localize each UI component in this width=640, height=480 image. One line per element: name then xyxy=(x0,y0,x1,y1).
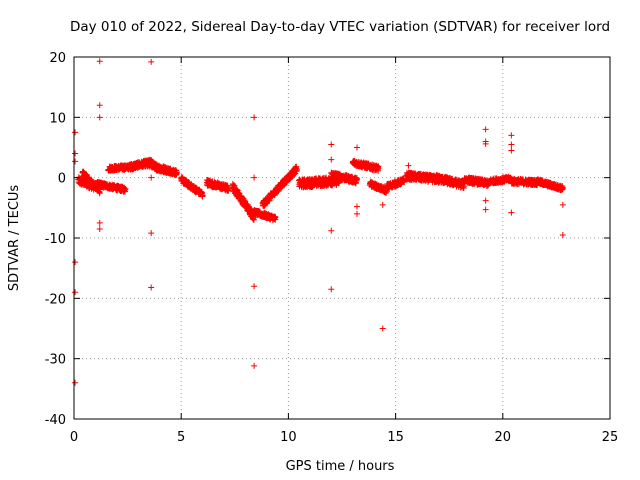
outlier-point xyxy=(328,286,335,293)
outlier-point xyxy=(72,129,79,136)
outlier-point xyxy=(328,227,335,234)
data-point xyxy=(354,176,361,183)
data-point xyxy=(122,185,129,192)
outlier-point xyxy=(379,201,386,208)
outlier-point xyxy=(251,283,258,290)
outlier-point xyxy=(96,219,103,226)
axis-ticks xyxy=(73,56,611,420)
x-tick-label: 5 xyxy=(177,430,185,445)
outlier-point xyxy=(251,114,258,121)
x-tick-label: 20 xyxy=(495,430,512,445)
outlier-point xyxy=(508,132,515,139)
y-tick-label: 10 xyxy=(49,111,66,126)
tick-labels: 0 5 10 15 20 25 -40 -30 -20 -10 0 10 20 xyxy=(45,51,619,445)
outlier-point xyxy=(72,158,79,165)
y-tick-label: -10 xyxy=(45,232,66,247)
outlier-point xyxy=(482,126,489,133)
data-point xyxy=(272,214,279,221)
y-tick-label: -40 xyxy=(45,413,66,428)
x-axis-label: GPS time / hours xyxy=(286,459,395,474)
outlier-point xyxy=(559,231,566,238)
data-point xyxy=(96,190,103,197)
outlier-point xyxy=(148,284,155,291)
outlier-point xyxy=(354,144,361,151)
y-tick-label: -30 xyxy=(45,353,66,368)
y-tick-label: 20 xyxy=(49,51,66,66)
outlier-point xyxy=(72,289,79,296)
outlier-point xyxy=(148,174,155,181)
data-point xyxy=(401,179,408,186)
data-point xyxy=(199,192,206,199)
data-point xyxy=(236,190,243,197)
outlier-point xyxy=(96,102,103,109)
x-tick-label: 0 xyxy=(70,430,78,445)
data-point xyxy=(173,169,180,176)
data-point xyxy=(293,166,300,173)
data-point xyxy=(250,216,257,223)
data-points xyxy=(72,58,566,386)
outlier-point xyxy=(354,203,361,210)
outlier-point xyxy=(405,162,412,169)
outlier-point xyxy=(72,259,79,266)
outlier-point xyxy=(251,174,258,181)
outlier-point xyxy=(328,156,335,163)
outlier-point xyxy=(559,201,566,208)
data-point xyxy=(167,166,174,173)
outlier-point xyxy=(148,230,155,237)
outlier-point xyxy=(148,58,155,65)
outlier-point xyxy=(96,114,103,121)
x-tick-label: 10 xyxy=(280,430,297,445)
outlier-point xyxy=(508,209,515,216)
x-tick-label: 25 xyxy=(602,430,619,445)
outlier-point xyxy=(328,141,335,148)
data-point xyxy=(559,186,566,193)
outlier-point xyxy=(482,140,489,147)
outlier-point xyxy=(482,206,489,213)
data-point xyxy=(225,187,232,194)
outlier-point xyxy=(96,58,103,65)
outlier-point xyxy=(482,197,489,204)
outlier-point xyxy=(72,379,79,386)
outlier-point xyxy=(72,150,79,157)
x-tick-label: 15 xyxy=(387,430,404,445)
y-axis-label: SDTVAR / TECUs xyxy=(7,185,22,292)
y-tick-label: -20 xyxy=(45,292,66,307)
outlier-point xyxy=(379,325,386,332)
data-point xyxy=(375,163,382,170)
outlier-point xyxy=(508,147,515,154)
outlier-point xyxy=(508,141,515,148)
chart-title: Day 010 of 2022, Sidereal Day-to-day VTE… xyxy=(70,19,610,35)
outlier-point xyxy=(354,210,361,217)
y-tick-label: 0 xyxy=(58,172,66,187)
outlier-point xyxy=(251,362,258,369)
outlier-point xyxy=(96,225,103,232)
